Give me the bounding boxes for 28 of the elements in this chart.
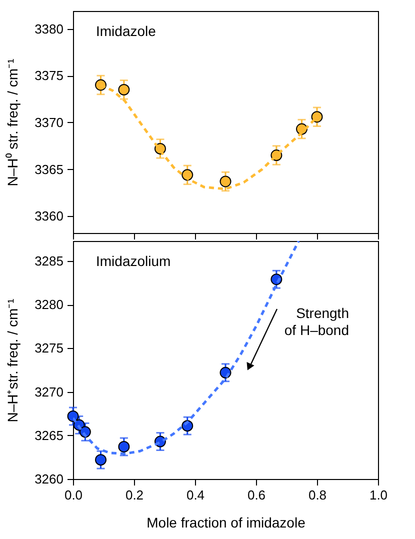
y-axis-title: N–H⁰ str. freq. / cm⁻¹ — [4, 58, 21, 186]
point — [220, 176, 232, 188]
y-tick-label: 3375 — [34, 68, 64, 84]
y-tick-label: 3265 — [34, 428, 64, 443]
annotation: Imidazolium — [96, 253, 171, 269]
y-tick-label: 3360 — [34, 208, 64, 224]
point — [118, 84, 130, 96]
point — [311, 111, 323, 123]
x-axis-title: Mole fraction of imidazole — [146, 514, 306, 530]
y-tick-label: 3380 — [34, 21, 64, 36]
x-tick-label: 0.6 — [247, 488, 266, 502]
x-tick-label: 0.4 — [186, 488, 205, 502]
y-tick-label: 3270 — [34, 384, 64, 400]
y-tick-label: 3280 — [34, 297, 64, 312]
x-tick-label: 0.8 — [308, 488, 327, 502]
point — [95, 454, 106, 466]
y-tick-label: 3275 — [34, 340, 64, 356]
y-tick-label: 3370 — [34, 114, 64, 130]
point — [118, 441, 130, 452]
y-tick-label: 3260 — [34, 472, 64, 486]
x-tick-label: 0.0 — [64, 488, 83, 502]
y-tick-label: 3365 — [34, 162, 64, 177]
x-tick-label: 0.2 — [125, 488, 144, 502]
annotation: Strength of H–bond — [284, 305, 349, 338]
annotation: Imidazole — [96, 23, 156, 39]
y-axis-title: N–H⁺str. freq. / cm⁻¹ — [4, 298, 21, 422]
y-tick-label: 3285 — [34, 254, 64, 269]
x-tick-label: 1.0 — [369, 488, 388, 502]
